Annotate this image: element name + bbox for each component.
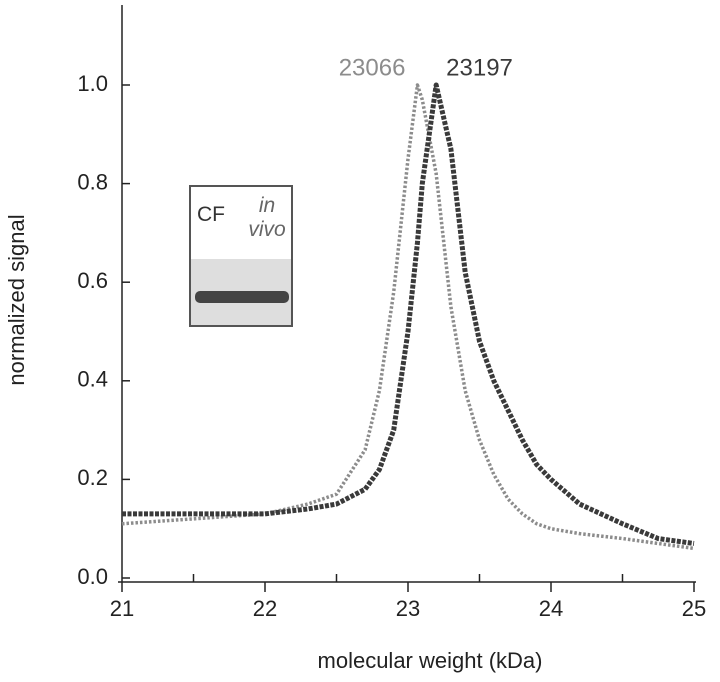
- x-axis-label: molecular weight (kDa): [318, 648, 543, 673]
- peak-label: 23197: [446, 54, 513, 81]
- x-tick-label: 25: [682, 596, 706, 621]
- y-tick-label: 1.0: [77, 71, 108, 96]
- x-tick-label: 24: [539, 596, 563, 621]
- x-tick-label: 22: [253, 596, 277, 621]
- peak-label: 23066: [339, 54, 406, 81]
- x-tick-label: 23: [396, 596, 420, 621]
- x-tick-label: 21: [110, 596, 134, 621]
- inset-label: in vivo: [248, 194, 286, 241]
- gel-image: [191, 259, 291, 325]
- y-axis-label: normalized signal: [4, 214, 29, 385]
- gel-inset: CF in vivo: [189, 185, 293, 327]
- y-tick-label: 0.8: [77, 169, 108, 194]
- y-tick-label: 0.0: [77, 564, 108, 589]
- y-tick-label: 0.6: [77, 268, 108, 293]
- y-tick-label: 0.2: [77, 465, 108, 490]
- data-line: [121, 83, 695, 551]
- inset-label: CF: [197, 203, 225, 226]
- data-line: [122, 82, 695, 546]
- gel-band: [195, 291, 289, 303]
- y-tick-label: 0.4: [77, 367, 108, 392]
